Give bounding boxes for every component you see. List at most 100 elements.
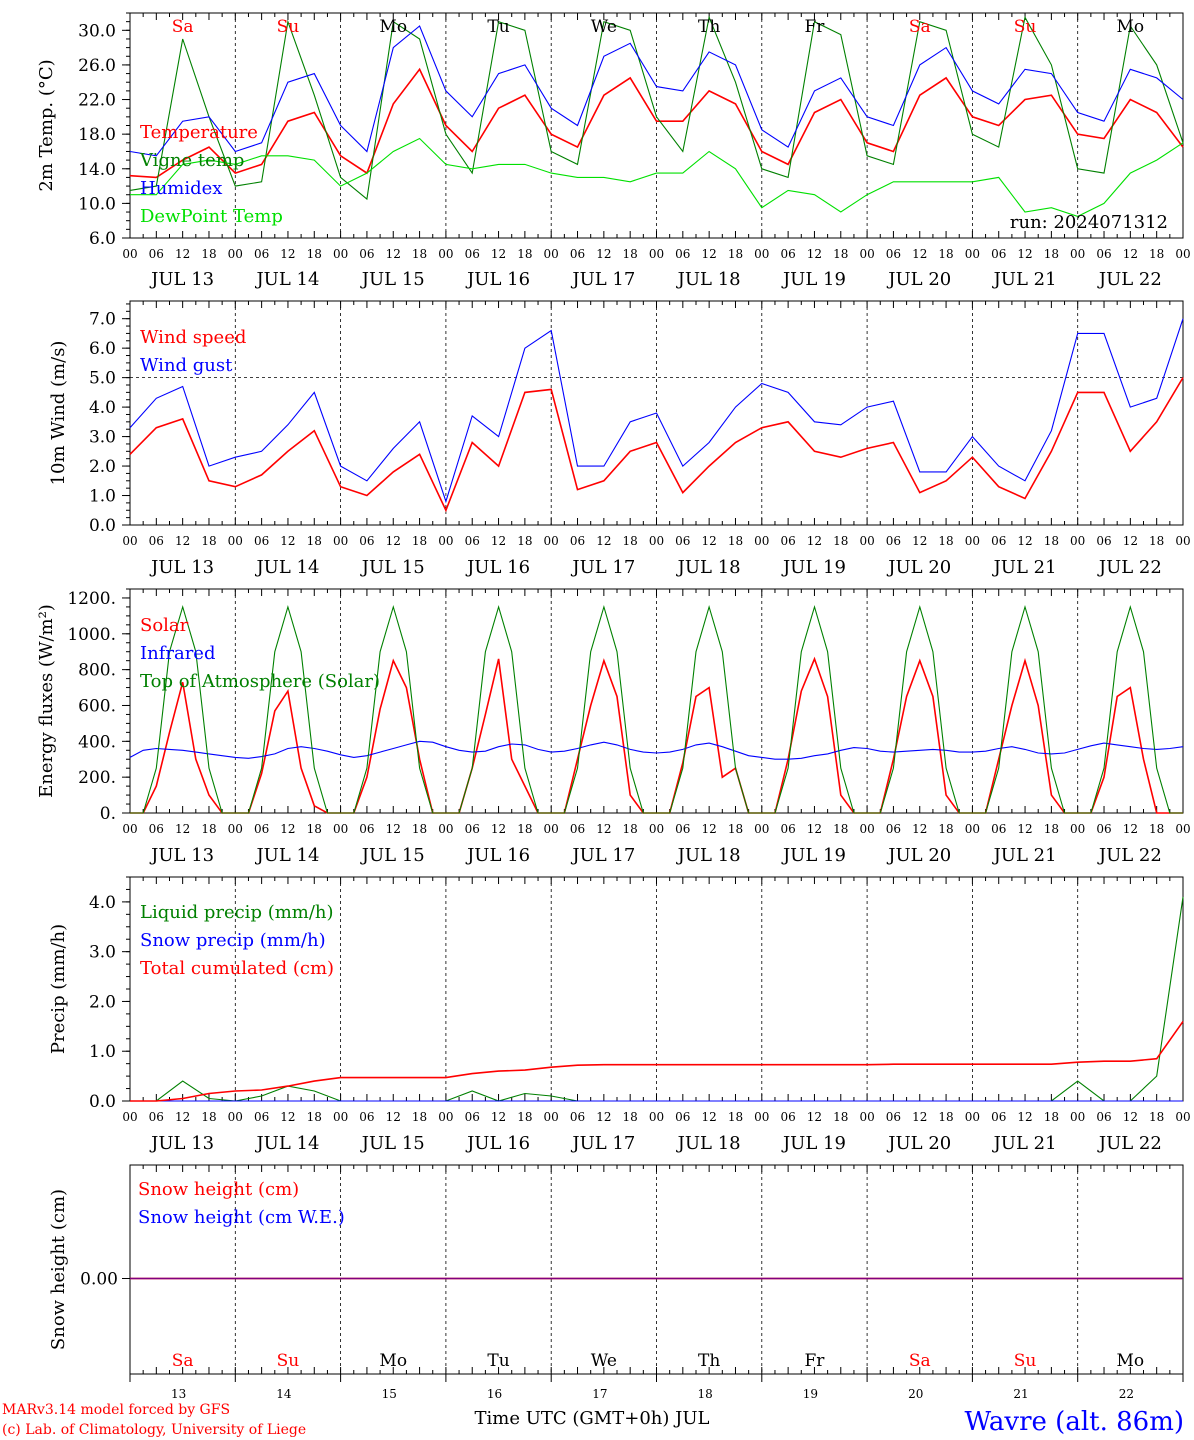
legend-entry: Vigne temp xyxy=(139,150,244,171)
hour-tick-label: 00 xyxy=(1175,534,1190,548)
hour-tick-label: 18 xyxy=(412,534,427,548)
hour-tick-label: 18 xyxy=(412,822,427,836)
hour-tick-label: 12 xyxy=(807,534,822,548)
hour-tick-label: 00 xyxy=(859,822,874,836)
hour-tick-label: 06 xyxy=(780,1110,795,1124)
y-tick-label: 18.0 xyxy=(78,125,116,145)
hour-tick-label: 18 xyxy=(1044,247,1059,261)
date-label: JUL 15 xyxy=(360,269,425,290)
weekday-label: Mo xyxy=(1117,17,1145,37)
legend-entry: Snow height (cm W.E.) xyxy=(138,1207,345,1228)
hour-tick-label: 18 xyxy=(1044,534,1059,548)
hour-tick-label: 06 xyxy=(359,822,374,836)
hour-tick-label: 12 xyxy=(280,822,295,836)
hour-tick-label: 12 xyxy=(702,534,717,548)
hour-tick-label: 00 xyxy=(333,534,348,548)
y-tick-label: 6.0 xyxy=(89,229,116,249)
hour-tick-label: 12 xyxy=(912,534,927,548)
date-label: JUL 20 xyxy=(886,557,951,578)
hour-tick-label: 06 xyxy=(254,534,269,548)
legend-entry: Solar xyxy=(140,615,189,636)
legend-entry: Top of Atmosphere (Solar) xyxy=(140,671,380,692)
y-axis-label: Precip (mm/h) xyxy=(48,924,69,1054)
hour-tick-label: 00 xyxy=(544,822,559,836)
y-axis-label: 2m Temp. (°C) xyxy=(36,59,57,191)
hour-tick-label: 18 xyxy=(1149,1110,1164,1124)
plot-frame xyxy=(129,588,1184,814)
y-tick-label: 2.0 xyxy=(89,457,116,477)
hour-tick-label: 00 xyxy=(859,534,874,548)
weekday-label: We xyxy=(591,17,617,37)
series-line-2 xyxy=(129,318,1184,504)
hour-tick-label: 00 xyxy=(544,534,559,548)
day-number-label: 16 xyxy=(487,1387,502,1401)
hour-tick-label: 12 xyxy=(386,1110,401,1124)
hour-tick-label: 00 xyxy=(649,1110,664,1124)
panel-4: Precip (mm/h) 0.0 1.0 2.0 3.0 4.0 00 06 12 18 JUL … xyxy=(48,876,1191,1154)
hour-tick-label: 06 xyxy=(991,822,1006,836)
hour-tick-label: 00 xyxy=(1070,247,1085,261)
hour-tick-label: 18 xyxy=(938,1110,953,1124)
hour-tick-label: 06 xyxy=(570,534,585,548)
hour-tick-label: 06 xyxy=(1096,1110,1111,1124)
hour-tick-label: 00 xyxy=(122,1110,137,1124)
hour-tick-label: 00 xyxy=(122,534,137,548)
hour-tick-label: 12 xyxy=(491,534,506,548)
hour-tick-label: 06 xyxy=(675,1110,690,1124)
date-label: JUL 14 xyxy=(254,845,319,866)
hour-tick-label: 12 xyxy=(386,822,401,836)
y-tick-label: 5.0 xyxy=(89,369,116,389)
date-label: JUL 13 xyxy=(149,1133,214,1154)
hour-tick-label: 06 xyxy=(359,247,374,261)
y-tick-label: 3.0 xyxy=(89,428,116,448)
hour-tick-label: 12 xyxy=(1017,247,1032,261)
legend-entry: Snow height (cm) xyxy=(138,1179,299,1200)
hour-tick-label: 06 xyxy=(465,534,480,548)
hour-tick-label: 12 xyxy=(1123,534,1138,548)
hour-tick-label: 06 xyxy=(991,534,1006,548)
hour-tick-label: 12 xyxy=(596,822,611,836)
date-label: JUL 19 xyxy=(781,269,846,290)
hour-tick-label: 18 xyxy=(833,822,848,836)
hour-tick-label: 18 xyxy=(517,534,532,548)
date-label: JUL 14 xyxy=(254,1133,319,1154)
hour-tick-label: 18 xyxy=(201,1110,216,1124)
date-label: JUL 18 xyxy=(676,845,741,866)
date-label: JUL 16 xyxy=(465,269,530,290)
hour-tick-label: 06 xyxy=(254,1110,269,1124)
series-line-3 xyxy=(130,604,1183,814)
date-label: JUL 16 xyxy=(465,845,530,866)
hour-tick-label: 18 xyxy=(938,247,953,261)
hour-tick-label: 18 xyxy=(623,1110,638,1124)
hour-tick-label: 06 xyxy=(780,822,795,836)
hour-tick-label: 18 xyxy=(728,822,743,836)
hour-tick-label: 06 xyxy=(149,1110,164,1124)
date-label: JUL 18 xyxy=(676,1133,741,1154)
y-axis-label: Snow height (cm) xyxy=(48,1189,69,1350)
hour-tick-label: 12 xyxy=(807,1110,822,1124)
weekday-label: Fr xyxy=(804,1351,825,1371)
hour-tick-label: 18 xyxy=(833,1110,848,1124)
hour-tick-label: 12 xyxy=(175,247,190,261)
hour-tick-label: 00 xyxy=(228,534,243,548)
hour-tick-label: 18 xyxy=(1149,534,1164,548)
legend-entry: Liquid precip (mm/h) xyxy=(140,902,334,923)
hour-tick-label: 06 xyxy=(254,247,269,261)
hour-tick-label: 00 xyxy=(649,247,664,261)
hour-tick-label: 12 xyxy=(491,822,506,836)
y-tick-label: 4.0 xyxy=(89,893,116,913)
hour-tick-label: 18 xyxy=(938,534,953,548)
hour-tick-label: 00 xyxy=(754,822,769,836)
y-tick-label: 2.0 xyxy=(89,992,116,1012)
hour-tick-label: 06 xyxy=(465,1110,480,1124)
weekday-label: Sa xyxy=(172,1351,194,1371)
hour-tick-label: 18 xyxy=(728,247,743,261)
date-label: JUL 17 xyxy=(570,1133,635,1154)
hour-tick-label: 00 xyxy=(1175,1110,1190,1124)
y-tick-label: 0. xyxy=(100,804,116,824)
weekday-label: Tu xyxy=(487,17,509,37)
date-label: JUL 15 xyxy=(360,845,425,866)
hour-tick-label: 18 xyxy=(201,247,216,261)
hour-tick-label: 12 xyxy=(1017,534,1032,548)
hour-tick-label: 00 xyxy=(965,1110,980,1124)
